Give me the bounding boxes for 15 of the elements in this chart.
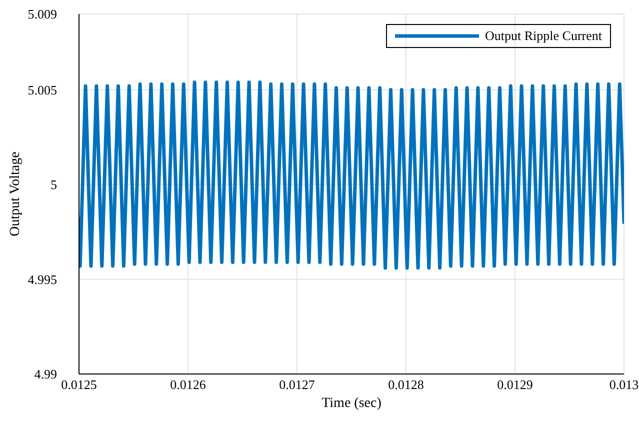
x-axis-title: Time (sec) (322, 396, 382, 411)
y-axis-title: Output Voltage (8, 152, 23, 236)
x-tick-label: 0.0129 (497, 377, 533, 392)
x-tick-label: 0.0128 (388, 377, 424, 392)
x-tick-label: 0.0126 (170, 377, 206, 392)
y-tick-label: 4.995 (28, 272, 57, 287)
y-tick-label: 5.009 (28, 6, 57, 22)
x-tick-label: 0.0127 (279, 377, 316, 392)
line-series (79, 80, 624, 270)
y-tick-label: 5 (50, 177, 57, 192)
y-tick-label: 5.005 (28, 82, 57, 98)
x-tick-label: 0.013 (609, 377, 639, 392)
y-tick-label: 4.99 (34, 366, 57, 382)
text: Output Ripple Current (485, 28, 602, 44)
x-tick-label: 0.0125 (61, 377, 97, 392)
